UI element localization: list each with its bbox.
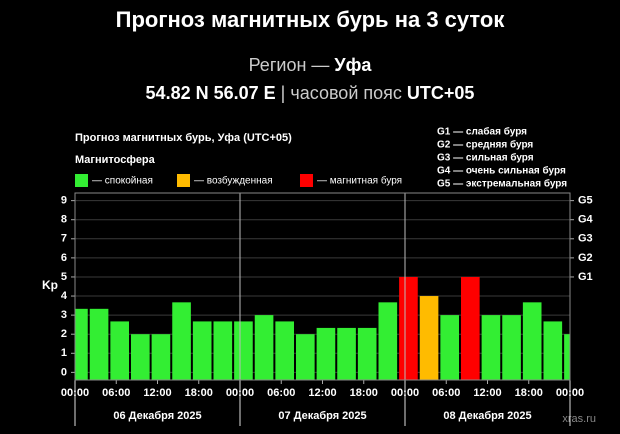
day-label: 08 Декабря 2025 [443, 410, 531, 422]
region-label: Регион — [249, 55, 330, 75]
legend-swatch [75, 174, 88, 187]
bars [75, 276, 570, 380]
bar [543, 321, 563, 380]
region: Регион — Уфа [249, 55, 373, 75]
y2-tick-label: G2 [578, 252, 593, 264]
bar [399, 276, 418, 380]
y-tick-label: 9 [61, 195, 67, 207]
tz-label: | часовой пояс [281, 83, 402, 103]
bar [192, 321, 212, 380]
x-tick-label: 00:00 [556, 387, 584, 399]
y-tick-label: 2 [61, 328, 67, 340]
x-tick-label: 12:00 [143, 387, 171, 399]
bar [254, 315, 274, 380]
bar [213, 321, 233, 380]
bar [502, 315, 521, 380]
x-tick-label: 18:00 [350, 387, 378, 399]
y-tick-label: 7 [61, 233, 67, 245]
watermark: xras.ru [562, 413, 596, 425]
bar [316, 327, 336, 380]
day-label: 06 Декабря 2025 [113, 410, 201, 422]
chart-title: Прогноз магнитных бурь, Уфа (UTC+05) [75, 132, 292, 144]
y-tick-label: 5 [61, 271, 67, 283]
scale-note: G2 — средняя буря [437, 139, 533, 151]
region-name: Уфа [334, 55, 372, 75]
x-tick-label: 06:00 [267, 387, 295, 399]
x-tick-label: 12:00 [473, 387, 501, 399]
bar [419, 296, 439, 380]
y2-tick-label: G1 [578, 271, 593, 283]
plot-frame [74, 192, 571, 381]
bar [522, 302, 542, 380]
y2-tick-label: G3 [578, 233, 593, 245]
location: 54.82 N 56.07 E | часовой пояс UTC+05 [146, 83, 475, 103]
bar [461, 276, 480, 380]
bar [234, 321, 253, 380]
bar [564, 334, 570, 380]
scale-note: G5 — экстремальная буря [437, 178, 567, 190]
tz: UTC+05 [407, 83, 475, 103]
bar [481, 315, 501, 380]
scale-note: G3 — сильная буря [437, 152, 534, 164]
bar [378, 302, 398, 380]
scale-note: G1 — слабая буря [437, 126, 527, 138]
legend-label: — спокойная [92, 176, 153, 187]
y-tick-label: 4 [61, 290, 68, 302]
legend-swatch [300, 174, 313, 187]
bar [440, 315, 459, 380]
bar [337, 327, 356, 380]
page-title: Прогноз магнитных бурь на 3 суток [116, 7, 506, 32]
x-tick-label: 06:00 [432, 387, 460, 399]
coords: 54.82 N 56.07 E [146, 83, 276, 103]
y-tick-label: 3 [61, 309, 67, 321]
bar [296, 334, 315, 380]
bar [75, 308, 88, 380]
y-label: Kp [42, 278, 58, 292]
day-label: 07 Декабря 2025 [278, 410, 366, 422]
y-tick-label: 8 [61, 214, 67, 226]
scale-note: G4 — очень сильная буря [437, 165, 566, 177]
legend-label: — возбужденная [194, 175, 273, 187]
y2-tick-label: G5 [578, 195, 593, 207]
y-tick-label: 1 [61, 347, 67, 359]
bar [172, 302, 191, 380]
x-tick-label: 12:00 [308, 387, 336, 399]
y2-tick-label: G4 [578, 214, 594, 226]
bar [357, 327, 377, 380]
x-tick-label: 00:00 [391, 387, 419, 399]
bar [151, 334, 171, 380]
x-tick-label: 06:00 [102, 387, 130, 399]
bar [131, 334, 150, 380]
x-tick-label: 00:00 [226, 387, 254, 399]
bar [89, 308, 109, 380]
legend-label: — магнитная буря [317, 175, 402, 187]
y-tick-label: 6 [61, 252, 67, 264]
x-tick-label: 18:00 [515, 387, 543, 399]
legend-swatch [177, 174, 190, 187]
legend-title: Магнитосфера [75, 154, 156, 166]
x-tick-label: 18:00 [185, 387, 213, 399]
y-tick-label: 0 [61, 366, 67, 378]
x-tick-label: 00:00 [61, 387, 89, 399]
bar [110, 321, 129, 380]
bar [275, 321, 294, 380]
